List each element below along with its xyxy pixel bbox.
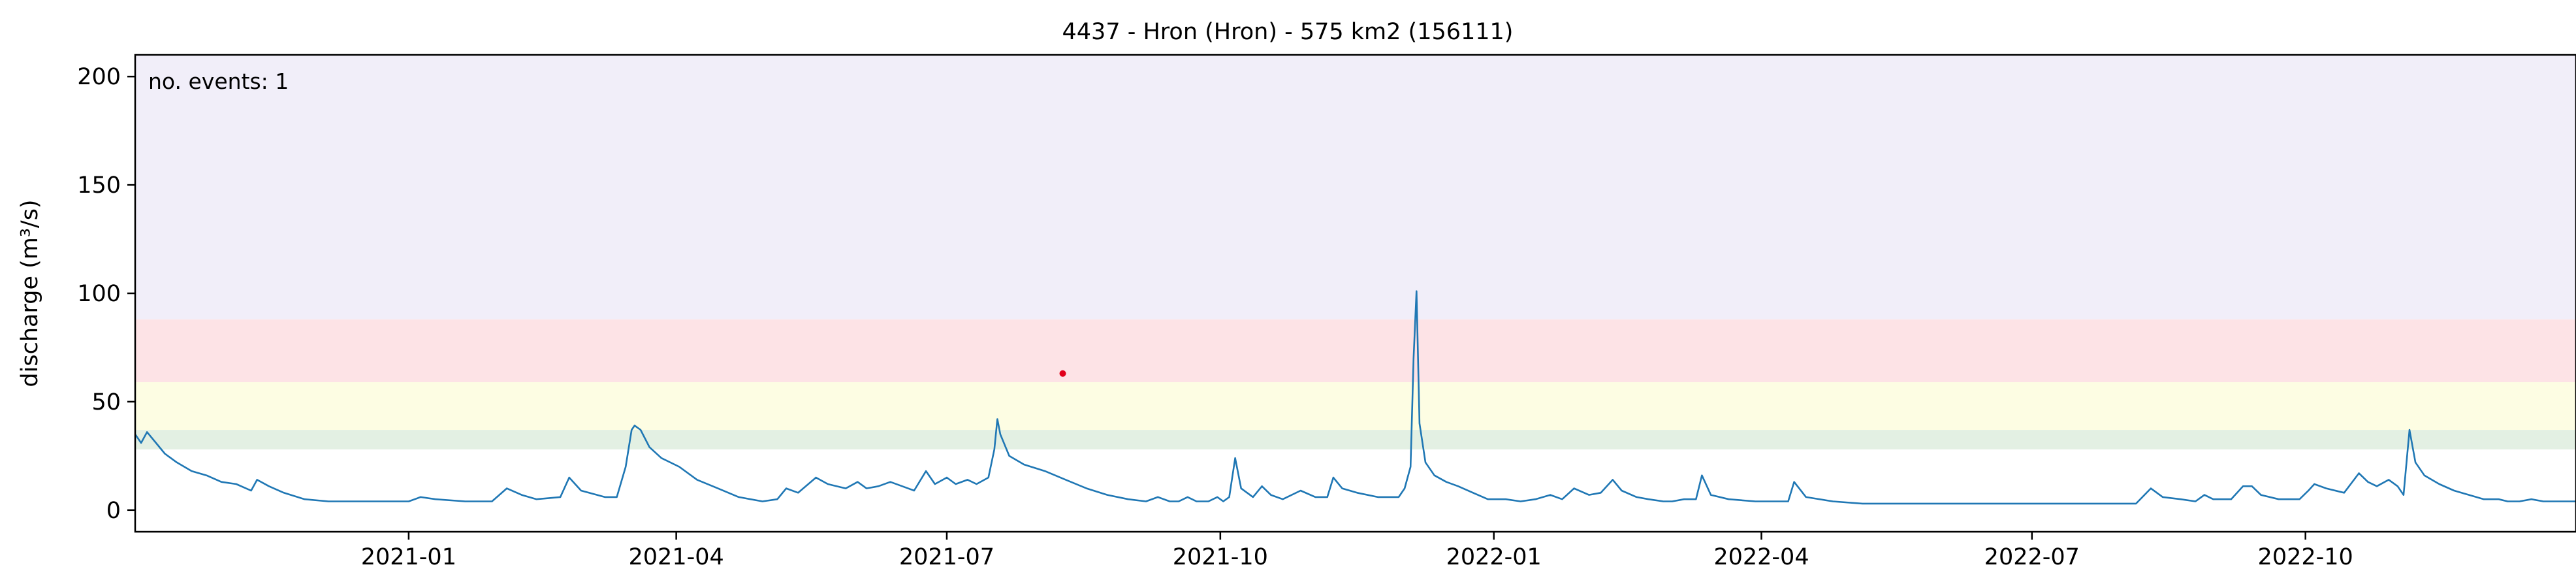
y-tick-label: 150 <box>77 172 121 199</box>
x-tick-label: 2022-10 <box>2258 544 2353 569</box>
x-axis: 2021-01 2021-04 2021-07 2021-10 2022-01 2022-… <box>361 532 2353 569</box>
y-tick-label: 50 <box>91 389 121 415</box>
events-layer <box>1059 370 1066 377</box>
series-layer <box>134 290 2576 505</box>
y-tick-label: 100 <box>77 281 121 307</box>
threshold-band-3 <box>135 319 2576 383</box>
chart-title: 4437 - Hron (Hron) - 575 km2 (156111) <box>1062 19 1514 45</box>
threshold-band-4 <box>135 55 2576 319</box>
x-tick-label: 2021-04 <box>629 544 724 569</box>
y-axis: 0 50 100 150 200 <box>77 64 135 524</box>
y-tick-label: 200 <box>77 64 121 90</box>
event-marker <box>1059 370 1066 377</box>
threshold-bands <box>135 55 2576 449</box>
events-count-annotation: no. events: 1 <box>148 69 289 94</box>
threshold-band-1 <box>135 430 2576 449</box>
x-tick-label: 2022-01 <box>1446 544 1542 569</box>
discharge-series-line <box>134 290 2576 505</box>
x-tick-label: 2021-07 <box>899 544 994 569</box>
x-tick-label: 2021-01 <box>361 544 456 569</box>
y-axis-label: discharge (m³/s) <box>17 199 43 387</box>
threshold-band-2 <box>135 382 2576 431</box>
x-tick-label: 2022-04 <box>1713 544 1809 569</box>
x-tick-label: 2022-07 <box>1984 544 2080 569</box>
x-tick-label: 2021-10 <box>1173 544 1268 569</box>
y-tick-label: 0 <box>106 498 121 524</box>
